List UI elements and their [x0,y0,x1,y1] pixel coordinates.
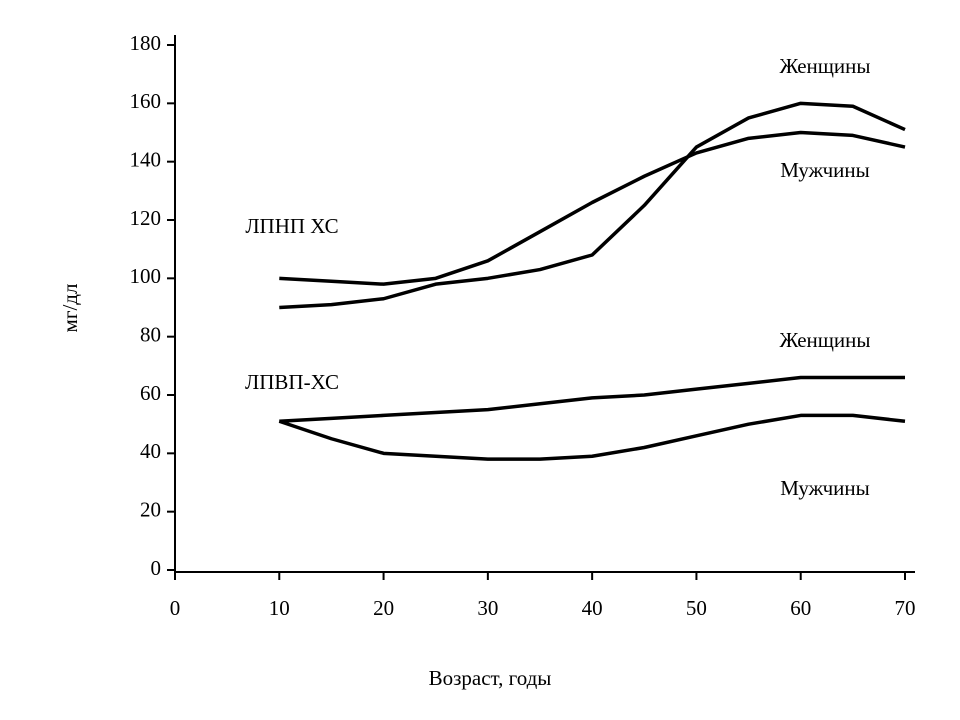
y-tick-label: 160 [130,89,162,113]
series-label: Мужчины [780,158,870,182]
x-tick-label: 70 [895,596,916,620]
x-tick-label: 60 [790,596,811,620]
x-tick-label: 20 [373,596,394,620]
series-label: Мужчины [780,476,870,500]
y-tick-label: 80 [140,322,161,346]
series-line [279,375,905,423]
series-label: Женщины [779,328,870,352]
x-axis-label: Возраст, годы [429,666,552,690]
x-tick-label: 30 [477,596,498,620]
annotation: ЛПВП-ХС [245,370,339,394]
y-tick-label: 20 [140,497,161,521]
x-tick-label: 10 [269,596,290,620]
y-tick-label: 0 [151,556,162,580]
series-line [279,101,906,310]
y-tick-label: 60 [140,381,161,405]
x-tick-label: 0 [170,596,181,620]
y-tick-label: 140 [130,147,162,171]
series-line [279,130,906,286]
y-tick-label: 180 [130,31,162,55]
annotation: ЛПНП ХС [245,214,338,238]
y-tick-label: 100 [130,264,162,288]
x-tick-label: 50 [686,596,707,620]
x-tick-label: 40 [582,596,603,620]
y-axis-label: мг/дл [58,284,82,333]
series-line [278,413,906,461]
y-tick-label: 40 [140,439,161,463]
y-tick-label: 120 [130,206,162,230]
series-label: Женщины [779,54,870,78]
